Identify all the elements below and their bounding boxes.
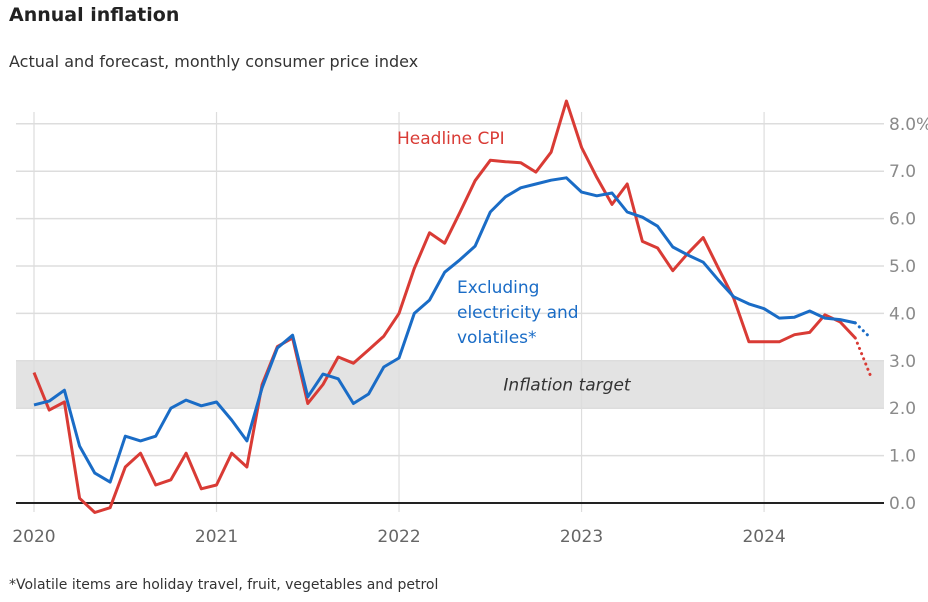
core-inflation-line	[33, 176, 856, 484]
headline-cpi-line	[32, 99, 857, 514]
core-label-line-1: Excluding	[457, 278, 539, 298]
core-series-label: Excluding electricity and volatiles*	[457, 278, 584, 348]
y-tick-label: 1.0	[889, 447, 916, 467]
x-tick-label: 2021	[195, 527, 238, 547]
headline-cpi-label: Headline CPI	[397, 129, 505, 149]
y-tick-label: 6.0	[889, 210, 916, 230]
x-tick-label: 2020	[12, 527, 55, 547]
core-label-line-3: volatiles*	[457, 328, 537, 348]
y-tick-label: 5.0	[889, 257, 916, 277]
x-tick-label: 2023	[560, 527, 603, 547]
y-tick-label: 2.0	[889, 399, 916, 419]
y-tick-label: 0.0	[889, 494, 916, 514]
footnote: *Volatile items are holiday travel, frui…	[9, 577, 439, 593]
core-inflation-forecast	[853, 321, 873, 340]
y-tick-label: 8.0%	[889, 115, 928, 135]
y-tick-label: 3.0	[889, 352, 916, 372]
inflation-target-label: Inflation target	[503, 376, 631, 396]
headline-cpi-forecast	[853, 336, 873, 378]
x-tick-label: 2024	[742, 527, 785, 547]
core-label-line-2: electricity and	[457, 303, 579, 323]
x-tick-label: 2022	[377, 527, 420, 547]
inflation-target-band	[16, 360, 884, 409]
chart-title: Annual inflation	[9, 4, 180, 26]
y-tick-label: 4.0	[889, 304, 916, 324]
y-tick-label: 7.0	[889, 162, 916, 182]
chart-subtitle: Actual and forecast, monthly consumer pr…	[9, 52, 419, 71]
